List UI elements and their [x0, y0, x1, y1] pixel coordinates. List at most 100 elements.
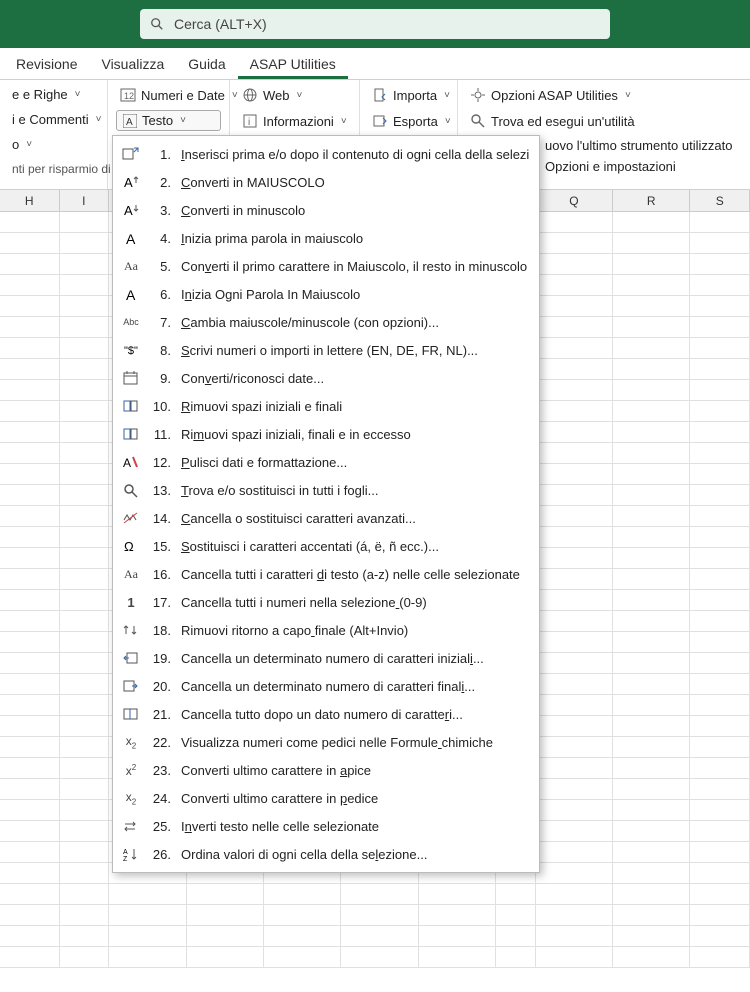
cell[interactable]: [0, 863, 60, 884]
cell[interactable]: [536, 758, 613, 779]
cell[interactable]: [690, 275, 750, 296]
cell[interactable]: [536, 842, 613, 863]
cell[interactable]: [536, 527, 613, 548]
cell[interactable]: [419, 905, 496, 926]
cell[interactable]: [60, 380, 110, 401]
cell[interactable]: [60, 212, 110, 233]
esporta-menu[interactable]: Esporta˅: [368, 110, 449, 132]
cell[interactable]: [0, 422, 60, 443]
cell[interactable]: [613, 422, 690, 443]
cell[interactable]: [536, 317, 613, 338]
cell[interactable]: [264, 926, 341, 947]
cell[interactable]: [536, 569, 613, 590]
menu-item-12[interactable]: A12.Pulisci dati e formattazione...: [113, 448, 539, 476]
cell[interactable]: [613, 632, 690, 653]
cell[interactable]: [536, 401, 613, 422]
cell[interactable]: [0, 737, 60, 758]
cell[interactable]: [0, 506, 60, 527]
cell[interactable]: [690, 863, 750, 884]
cell[interactable]: [60, 653, 110, 674]
menu-item-14[interactable]: 14.Cancella o sostituisci caratteri avan…: [113, 504, 539, 532]
cell[interactable]: [0, 443, 60, 464]
cell[interactable]: [690, 233, 750, 254]
cell[interactable]: [496, 905, 536, 926]
cell[interactable]: [60, 590, 110, 611]
cell[interactable]: [536, 653, 613, 674]
cell[interactable]: [613, 485, 690, 506]
cell[interactable]: [613, 212, 690, 233]
cell[interactable]: [690, 548, 750, 569]
cell[interactable]: [690, 926, 750, 947]
cell[interactable]: [690, 485, 750, 506]
cell[interactable]: [0, 632, 60, 653]
cell[interactable]: [0, 464, 60, 485]
cell[interactable]: [0, 590, 60, 611]
cell[interactable]: [0, 653, 60, 674]
tab-asap-utilities[interactable]: ASAP Utilities: [238, 50, 348, 79]
cell[interactable]: [0, 800, 60, 821]
cell[interactable]: [690, 737, 750, 758]
cell[interactable]: [109, 905, 186, 926]
cell[interactable]: [264, 905, 341, 926]
cell[interactable]: [0, 548, 60, 569]
cell[interactable]: [613, 275, 690, 296]
cell[interactable]: [536, 737, 613, 758]
testo-menu[interactable]: A Testo˅: [116, 110, 221, 131]
cell[interactable]: [60, 254, 110, 275]
cell[interactable]: [690, 779, 750, 800]
cell[interactable]: [690, 905, 750, 926]
cell[interactable]: [690, 674, 750, 695]
menu-item-25[interactable]: 25.Inverti testo nelle celle selezionate: [113, 812, 539, 840]
cell[interactable]: [613, 611, 690, 632]
cell[interactable]: [536, 233, 613, 254]
menu-item-6[interactable]: A6.Inizia Ogni Parola In Maiuscolo: [113, 280, 539, 308]
cell[interactable]: [60, 422, 110, 443]
cell[interactable]: [536, 380, 613, 401]
cell[interactable]: [60, 821, 110, 842]
cell[interactable]: [60, 842, 110, 863]
tab-guida[interactable]: Guida: [176, 50, 237, 79]
cell[interactable]: [187, 926, 264, 947]
col-header[interactable]: H: [0, 190, 60, 211]
cell[interactable]: [613, 674, 690, 695]
cell[interactable]: [613, 401, 690, 422]
cell[interactable]: [187, 884, 264, 905]
cell[interactable]: [613, 464, 690, 485]
cell[interactable]: [536, 611, 613, 632]
cell[interactable]: [60, 506, 110, 527]
cell[interactable]: [690, 506, 750, 527]
cell[interactable]: [0, 695, 60, 716]
cell[interactable]: [341, 926, 418, 947]
cell[interactable]: [60, 317, 110, 338]
cell[interactable]: [60, 863, 110, 884]
cell[interactable]: [690, 401, 750, 422]
cell[interactable]: [613, 506, 690, 527]
cell[interactable]: [613, 233, 690, 254]
cell[interactable]: [613, 884, 690, 905]
cell[interactable]: [60, 695, 110, 716]
cell[interactable]: [536, 905, 613, 926]
cell[interactable]: [60, 527, 110, 548]
cell[interactable]: [0, 254, 60, 275]
cell[interactable]: [690, 338, 750, 359]
cell[interactable]: [0, 380, 60, 401]
cell[interactable]: [536, 485, 613, 506]
cell[interactable]: [0, 359, 60, 380]
cell[interactable]: [690, 443, 750, 464]
menu-item-13[interactable]: 13.Trova e/o sostituisci in tutti i fogl…: [113, 476, 539, 504]
cell[interactable]: [536, 947, 613, 968]
menu-item-10[interactable]: 10.Rimuovi spazi iniziali e finali: [113, 392, 539, 420]
ribbon-truncated-1[interactable]: e e Righe˅: [8, 84, 99, 105]
cell[interactable]: [109, 947, 186, 968]
cell[interactable]: [613, 548, 690, 569]
cell[interactable]: [690, 632, 750, 653]
cell[interactable]: [60, 926, 110, 947]
cell[interactable]: [690, 212, 750, 233]
cell[interactable]: [613, 443, 690, 464]
cell[interactable]: [60, 611, 110, 632]
cell[interactable]: [613, 800, 690, 821]
cell[interactable]: [264, 884, 341, 905]
cell[interactable]: [536, 716, 613, 737]
menu-item-23[interactable]: x223.Converti ultimo carattere in apice: [113, 756, 539, 784]
cell[interactable]: [613, 590, 690, 611]
